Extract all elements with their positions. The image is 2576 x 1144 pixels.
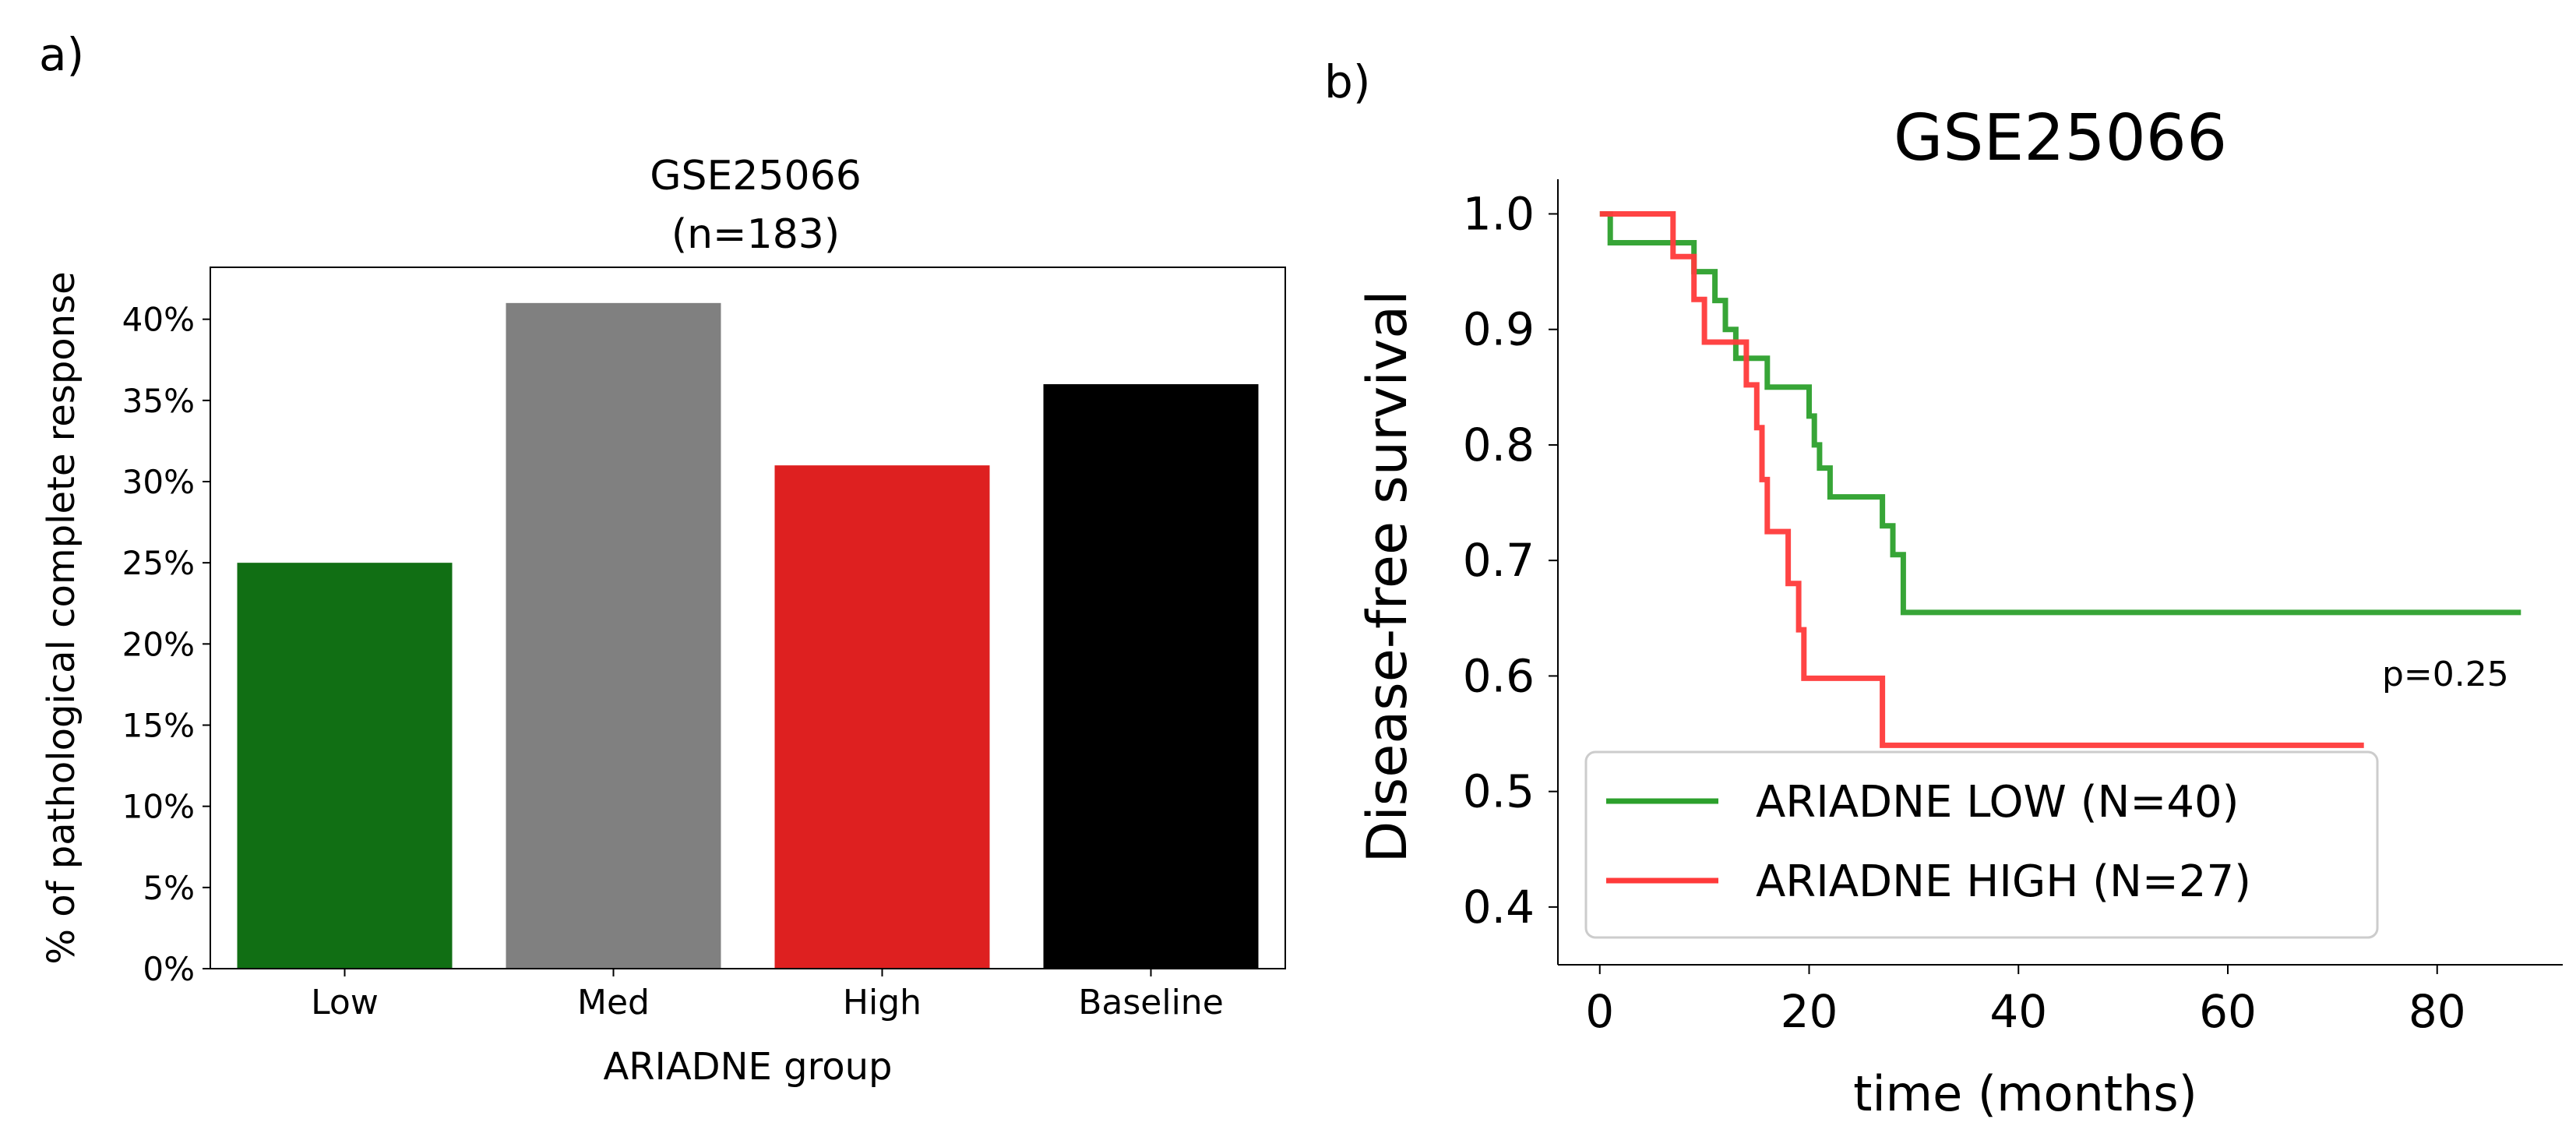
km-legend-label-low: ARIADNE LOW (N=40) <box>1756 777 2239 828</box>
x-tick-label: Low <box>311 983 379 1022</box>
y-tick-label: 0% <box>143 950 195 988</box>
bar-low <box>237 563 453 969</box>
km-chart-panel: GSE25066 0.4 0.5 0.6 0.7 0.8 0.9 1.0 0 20 40 60 80… <box>1355 101 2563 1122</box>
x-tick-label: Med <box>577 983 650 1022</box>
y-tick-label: 10% <box>122 788 195 826</box>
km-y-tick-label: 0.8 <box>1463 418 1535 471</box>
km-x-tick-label: 40 <box>1989 985 2047 1038</box>
x-tick-label: High <box>843 983 922 1022</box>
y-tick-label: 30% <box>122 463 195 501</box>
bar-chart-frame <box>210 267 1286 969</box>
y-tick-label: 25% <box>122 544 195 582</box>
km-x-axis-label: time (months) <box>1853 1065 2197 1122</box>
km-chart-title: GSE25066 <box>1894 101 2227 175</box>
y-tick-label: 15% <box>122 707 195 745</box>
km-series-low <box>1599 211 2521 616</box>
y-tick-label: 35% <box>122 382 195 420</box>
km-y-tick-label: 0.9 <box>1463 303 1535 356</box>
km-y-tick-label: 0.6 <box>1463 649 1535 702</box>
km-y-tick-label: 0.7 <box>1463 534 1535 587</box>
bar-baseline <box>1043 384 1259 969</box>
y-tick-label: 20% <box>122 625 195 663</box>
bar-chart-title-line2: (n=183) <box>671 211 840 258</box>
bar-high <box>774 465 990 969</box>
bar-chart-y-axis-label: % of pathological complete response <box>40 271 83 964</box>
km-legend-box <box>1584 750 2379 939</box>
km-legend-label-high: ARIADNE HIGH (N=27) <box>1756 856 2251 907</box>
km-y-tick-label: 0.4 <box>1463 881 1535 934</box>
km-p-value-annotation: p=0.25 <box>2382 655 2509 694</box>
km-x-tick-label: 20 <box>1781 985 1838 1038</box>
panel-label-b: b) <box>1324 55 1370 108</box>
km-y-tick-label: 1.0 <box>1463 187 1535 240</box>
bar-med <box>506 302 721 969</box>
km-y-tick-label: 0.5 <box>1463 765 1535 818</box>
km-x-tick-label: 0 <box>1585 985 1614 1038</box>
y-tick-label: 40% <box>122 301 195 339</box>
km-x-tick-label: 80 <box>2409 985 2466 1038</box>
bar-chart-x-axis-label: ARIADNE group <box>603 1045 892 1089</box>
bar-chart-panel: GSE25066 (n=183) 0% 5% 10% 15% 20% 25% 30% 35% 4… <box>40 153 1286 1089</box>
y-tick-label: 5% <box>143 869 195 907</box>
km-y-axis-label: Disease-free survival <box>1355 290 1419 863</box>
km-legend: ARIADNE LOW (N=40) ARIADNE HIGH (N=27) <box>1584 750 2379 939</box>
bar-chart-title-line1: GSE25066 <box>650 153 862 199</box>
km-series-high <box>1599 211 2364 748</box>
x-tick-label: Baseline <box>1078 983 1224 1022</box>
panel-label-a: a) <box>39 28 84 81</box>
km-x-tick-label: 60 <box>2199 985 2257 1038</box>
